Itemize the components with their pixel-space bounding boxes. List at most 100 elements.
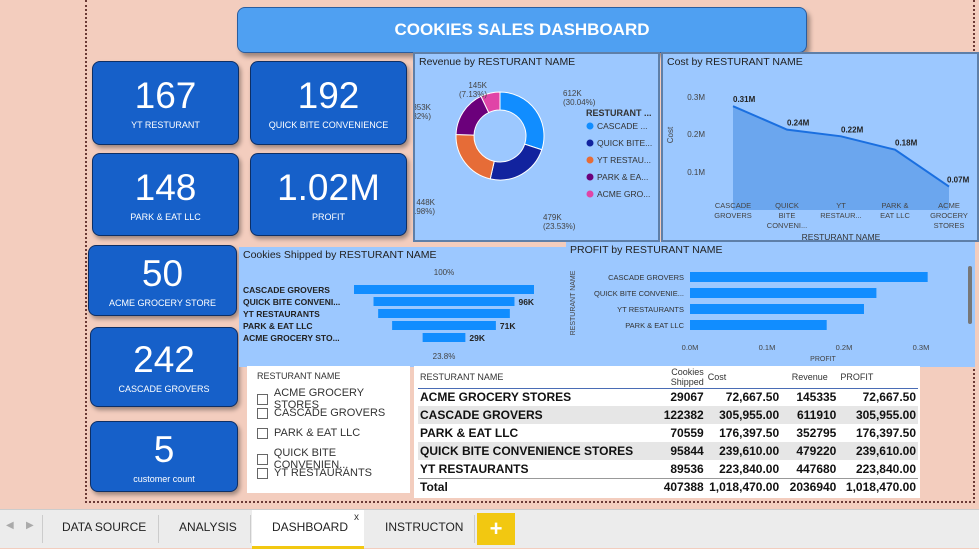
kpi-card-profit[interactable]: 1.02M PROFIT <box>250 153 407 236</box>
profit-bar <box>690 320 827 330</box>
checkbox[interactable] <box>257 453 268 465</box>
table-row[interactable]: YT RESTAURANTS 89536 223,840.00 447680 223,8… <box>418 460 918 478</box>
profit-bar <box>690 288 877 298</box>
table-cell: 1,018,470.00 <box>838 477 918 496</box>
kpi-value: 148 <box>134 166 197 208</box>
tab-dashboard[interactable]: DASHBOARD x <box>252 510 364 549</box>
dashboard-title: COOKIES SALES DASHBOARD <box>237 7 807 53</box>
profit-bar-chart[interactable]: PROFIT by RESTURANT NAME RESTURANT NAME C… <box>566 242 975 367</box>
area-fill <box>733 106 949 210</box>
chart-title: PROFIT by RESTURANT NAME <box>570 244 723 256</box>
scrollbar[interactable] <box>968 266 972 324</box>
legend-marker <box>586 190 594 198</box>
category-label: CASCADE GROVERS <box>608 273 684 282</box>
summary-table[interactable]: RESTURANT NAME Cookies Shipped Cost Reve… <box>414 366 920 498</box>
checkbox[interactable] <box>257 407 268 419</box>
profit-bar <box>690 272 928 282</box>
table-cell: 407388 <box>635 477 706 496</box>
kpi-label: QUICK BITE CONVENIENCE <box>268 120 389 130</box>
donut-slice <box>489 143 543 181</box>
table-row[interactable]: CASCADE GROVERS 122382 305,955.00 611910 305… <box>418 406 918 424</box>
column-header[interactable]: Cookies Shipped <box>635 366 706 389</box>
table-cell: 89536 <box>670 461 704 476</box>
data-label: 448K <box>416 198 435 207</box>
data-label: (30.04%) <box>563 98 596 107</box>
add-page-button[interactable]: + <box>477 513 515 545</box>
category-label: PARK & EAT LLC <box>625 321 684 330</box>
kpi-card-cascade[interactable]: 242 CASCADE GROVERS <box>90 327 238 407</box>
scroll-right-icon[interactable]: ▶ <box>26 520 34 531</box>
tab-label: DASHBOARD <box>272 520 349 534</box>
table-cell: 122382 <box>635 406 706 424</box>
table-cell: 352795 <box>796 426 837 440</box>
kpi-card-customer-count[interactable]: 5 customer count <box>90 421 238 492</box>
slicer-item-label: ACME GROCERY STORES <box>273 387 364 411</box>
tick-label: GROCERY <box>930 211 968 220</box>
tick-label: 0.3M <box>913 343 930 352</box>
data-label: 0.31M <box>733 95 756 104</box>
cookies-shipped-chart[interactable]: Cookies Shipped by RESTURANT NAME 100% CA… <box>239 247 566 367</box>
data-label: 479K <box>543 213 562 222</box>
tick-label: RESTAUR... <box>820 211 862 220</box>
table-row[interactable]: ACME GROCERY STORES 29067 72,667.50 145335 7… <box>418 388 918 406</box>
table-cell: CASCADE GROVERS <box>418 406 636 424</box>
category-label: YT RESTAURANTS <box>617 305 684 314</box>
donut-slice <box>499 91 545 151</box>
close-icon[interactable]: x <box>354 512 359 523</box>
column-header[interactable]: Cost <box>705 366 782 389</box>
slicer-item[interactable]: PARK & EAT LLC <box>257 427 360 439</box>
legend-item: PARK & EA... <box>597 172 648 182</box>
column-header[interactable]: PROFIT <box>838 366 918 389</box>
tab-data-source[interactable]: DATA SOURCE <box>62 520 147 534</box>
kpi-label: ACME GROCERY STORE <box>108 297 217 308</box>
funnel-svg: 100% CASCADE GROVERS QUICK BITE CONVENI...… <box>243 268 535 361</box>
axis-label: PROFIT <box>810 356 836 363</box>
funnel-bar <box>354 285 534 294</box>
table-cell: 1,018,470.00 <box>705 477 782 496</box>
table-cell: 176,397.50 <box>719 426 780 440</box>
kpi-card-park-eat[interactable]: 148 PARK & EAT LLC <box>92 153 239 236</box>
slicer-item[interactable]: QUICK BITE CONVENIEN... <box>257 447 410 471</box>
funnel-bar <box>373 297 515 306</box>
revenue-donut-chart[interactable]: Revenue by RESTURANT NAME 612K (30.04%) 47… <box>413 52 660 242</box>
checkbox[interactable] <box>257 427 268 439</box>
data-label: (17.32%) <box>415 112 431 121</box>
checkbox[interactable] <box>257 393 268 405</box>
legend-marker <box>586 139 594 147</box>
tab-analysis[interactable]: ANALYSIS <box>179 520 237 534</box>
tick-label: 0.2M <box>687 130 705 139</box>
tick-label: EAT LLC <box>880 211 910 220</box>
cost-area-chart[interactable]: Cost by RESTURANT NAME Cost 0.3M 0.2M 0.1M 0… <box>661 52 979 242</box>
category-label: QUICK BITE CONVENI... <box>243 297 340 307</box>
column-header[interactable]: Revenue <box>781 366 839 389</box>
kpi-value: 1.02M <box>277 166 380 208</box>
legend-item: YT RESTAU... <box>597 155 651 165</box>
table-cell: 239,610.00 <box>838 442 918 460</box>
kpi-card-acme[interactable]: 50 ACME GROCERY STORE <box>88 245 237 316</box>
kpi-value: 242 <box>133 339 195 380</box>
kpi-card-yt[interactable]: 167 YT RESTURANT <box>92 61 239 145</box>
slicer-item[interactable]: ACME GROCERY STORES <box>257 387 410 411</box>
kpi-value: 167 <box>134 75 197 116</box>
table-cell: 611910 <box>781 406 839 424</box>
slicer-item-label: YT RESTAURANTS <box>274 467 372 479</box>
slicer-item[interactable]: CASCADE GROVERS <box>257 407 385 419</box>
table-row[interactable]: PARK & EAT LLC 70559 176,397.50 352795 176,3… <box>418 424 918 442</box>
checkbox[interactable] <box>257 467 268 479</box>
tab-instructon[interactable]: INSTRUCTON <box>385 520 464 534</box>
tick-label: PARK & <box>882 201 909 210</box>
tick-label: 0.3M <box>687 93 705 102</box>
legend-title: RESTURANT ... <box>586 108 652 118</box>
restaurant-slicer[interactable]: RESTURANT NAME ACME GROCERY STORES CASCA… <box>247 366 410 493</box>
kpi-card-quick-bite[interactable]: 192 QUICK BITE CONVENIENCE <box>250 61 407 145</box>
tick-label: 0.2M <box>836 343 853 352</box>
data-label: (7.13%) <box>459 90 487 99</box>
slicer-item-label: QUICK BITE CONVENIEN... <box>273 447 349 471</box>
data-label: 29K <box>469 333 485 343</box>
kpi-value: 50 <box>141 252 184 294</box>
column-header[interactable]: RESTURANT NAME <box>418 366 636 389</box>
table-row[interactable]: QUICK BITE CONVENIENCE STORES 95844 239,61… <box>418 442 918 460</box>
slicer-item[interactable]: YT RESTAURANTS <box>257 467 372 479</box>
scroll-left-icon[interactable]: ◀ <box>6 520 14 531</box>
funnel-bar <box>378 309 510 318</box>
